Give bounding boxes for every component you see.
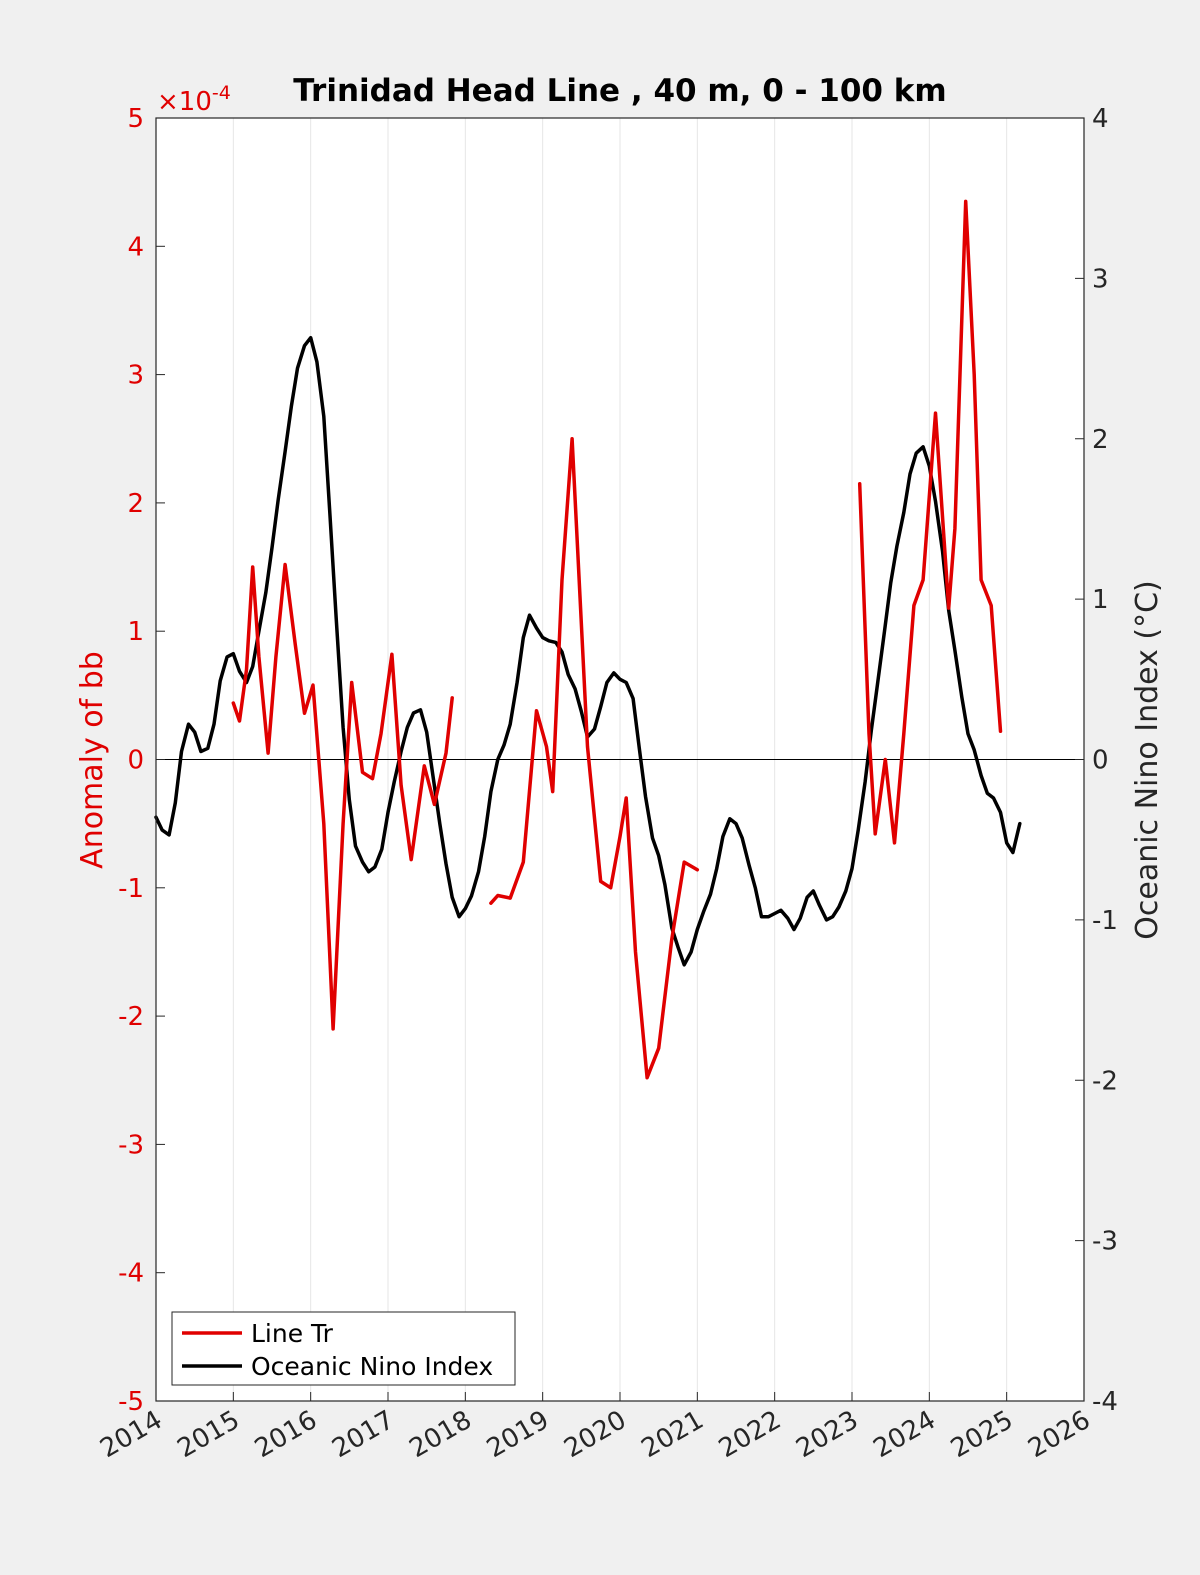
legend-label-line-tr: Line Tr [251,1319,334,1348]
y-right-tick-label: 2 [1092,425,1109,455]
y-axis-label-left: Anomaly of bb [75,651,110,869]
x-tick-label: 2018 [405,1405,477,1464]
y-right-tick-label: 4 [1092,104,1109,134]
legend-box [171,1311,516,1386]
y-left-tick-label: -5 [118,1387,144,1417]
y-right-tick-label: -1 [1092,906,1118,936]
x-tick-label: 2020 [559,1405,631,1464]
y-axis-label-right: Oceanic Nino Index (°C) [1130,580,1165,940]
x-tick-label: 2017 [327,1405,399,1464]
x-tick-label: 2026 [1023,1405,1095,1464]
x-tick-label: 2019 [482,1405,554,1464]
y-left-tick-label: -4 [118,1259,144,1289]
x-tick-label: 2022 [714,1405,786,1464]
y-left-tick-label: 5 [127,104,144,134]
y-right-tick-label: -3 [1092,1227,1118,1257]
y-right-tick-label: 3 [1092,264,1109,294]
y-right-tick-label: 0 [1092,746,1109,776]
series-line-tr-line [231,562,454,1031]
y-left-tick-label: 4 [127,232,144,262]
legend-label-oni: Oceanic Nino Index [251,1352,493,1381]
series-line-tr-line [489,437,700,1080]
x-tick-label: 2024 [869,1405,941,1464]
y-right-tick-label: -4 [1092,1387,1118,1417]
series-layer [154,199,1022,1080]
x-tick-label: 2023 [791,1405,863,1464]
x-tick-label: 2021 [637,1405,709,1464]
left-axis-multiplier: ×10-4 [157,82,231,117]
left-axis-multiplier-base: ×10 [157,87,212,117]
y-left-tick-label: -1 [118,874,144,904]
y-left-tick-label: 1 [127,617,144,647]
x-tick-label: 2015 [173,1405,245,1464]
x-tick-label: 2025 [946,1405,1018,1464]
chart-title: Trinidad Head Line , 40 m, 0 - 100 km [293,73,946,109]
y-right-tick-label: -2 [1092,1066,1118,1096]
left-axis-multiplier-exponent: -4 [212,82,231,104]
legend: Line Tr Oceanic Nino Index [171,1311,516,1386]
x-tick-label: 2016 [250,1405,322,1464]
ticks [155,117,1085,1402]
y-left-tick-label: 3 [127,361,144,391]
y-left-tick-label: -2 [118,1002,144,1032]
y-left-tick-label: 2 [127,489,144,519]
y-right-tick-label: 1 [1092,585,1109,615]
y-left-tick-label: 0 [127,746,144,776]
series-line-tr-line [857,199,1003,845]
y-left-tick-label: -3 [118,1130,144,1160]
